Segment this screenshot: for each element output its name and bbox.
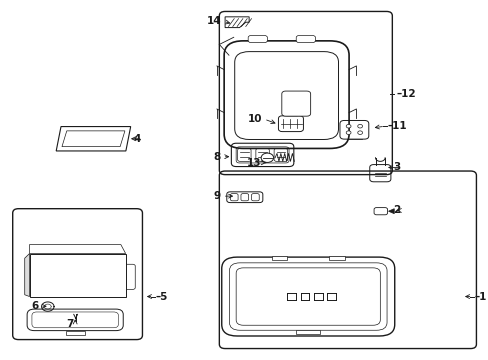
Text: 14: 14: [207, 17, 221, 27]
Polygon shape: [224, 17, 248, 28]
Polygon shape: [25, 253, 29, 297]
FancyBboxPatch shape: [248, 36, 267, 42]
Circle shape: [261, 153, 273, 162]
FancyBboxPatch shape: [296, 36, 315, 42]
Text: 4: 4: [133, 134, 140, 144]
Bar: [296, 330, 320, 334]
Text: –11: –11: [386, 121, 406, 131]
Text: 9: 9: [213, 191, 220, 201]
Text: 6: 6: [31, 301, 38, 311]
Bar: [65, 330, 84, 335]
FancyBboxPatch shape: [281, 91, 310, 116]
Polygon shape: [387, 209, 393, 214]
Text: 8: 8: [213, 152, 220, 162]
Bar: [271, 256, 286, 260]
Circle shape: [346, 125, 350, 128]
Text: 10: 10: [247, 114, 262, 124]
Polygon shape: [56, 127, 130, 151]
Circle shape: [357, 131, 362, 134]
Text: –12: –12: [396, 89, 415, 99]
Text: 2: 2: [392, 206, 400, 216]
Polygon shape: [29, 253, 125, 297]
Text: –5: –5: [155, 292, 167, 302]
Text: 13: 13: [246, 158, 261, 168]
Text: –1: –1: [473, 292, 486, 302]
Polygon shape: [29, 244, 125, 253]
Circle shape: [346, 131, 350, 134]
Text: 3: 3: [392, 162, 400, 172]
Text: 7: 7: [66, 319, 73, 329]
Bar: [329, 256, 344, 260]
Polygon shape: [62, 131, 124, 147]
Circle shape: [357, 125, 362, 128]
